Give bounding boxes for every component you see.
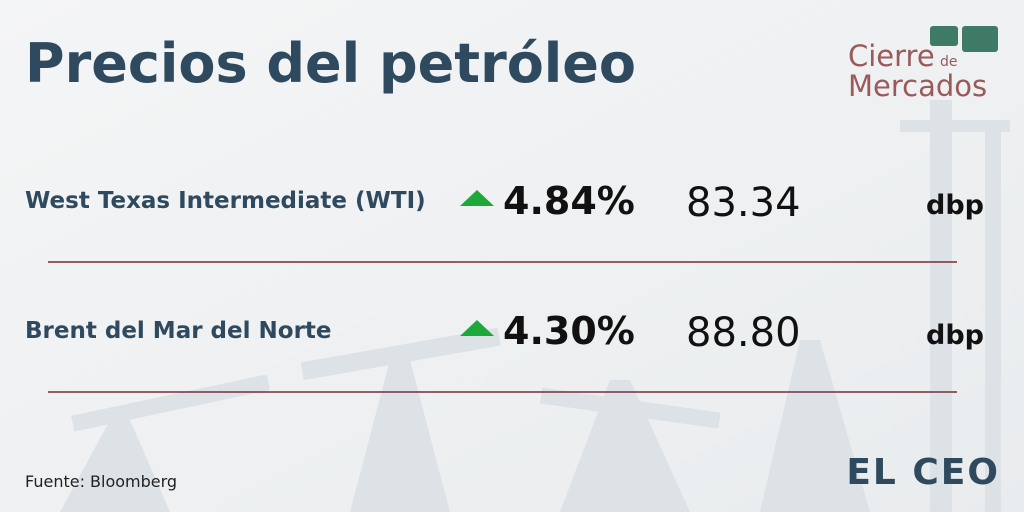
unit: dbp [926,190,984,221]
price: 83.34 [686,180,801,226]
price-table: West Texas Intermediate (WTI) 4.84% 83.34 d… [25,179,984,393]
up-arrow [460,190,494,206]
unit: dbp [926,320,984,351]
up-arrow [460,320,494,336]
change: 4.30% [503,309,635,353]
logo-text: de [940,54,958,70]
change: 4.84% [503,179,635,223]
row-label: Brent del Mar del Norte [25,318,332,344]
row-label: West Texas Intermediate (WTI) [25,188,426,214]
brand: EL CEO [846,452,1000,493]
source: Fuente: Bloomberg [25,472,177,491]
logo-text: Cierre [848,39,935,73]
logo-bubble [930,26,958,46]
logo-text: Mercados [848,69,987,103]
logo: Cierre de Mercados [848,26,998,103]
price: 88.80 [686,310,801,356]
logo-bubble [962,26,998,52]
pumpjack-silhouettes [60,100,1010,512]
title: Precios del petróleo [25,32,636,95]
